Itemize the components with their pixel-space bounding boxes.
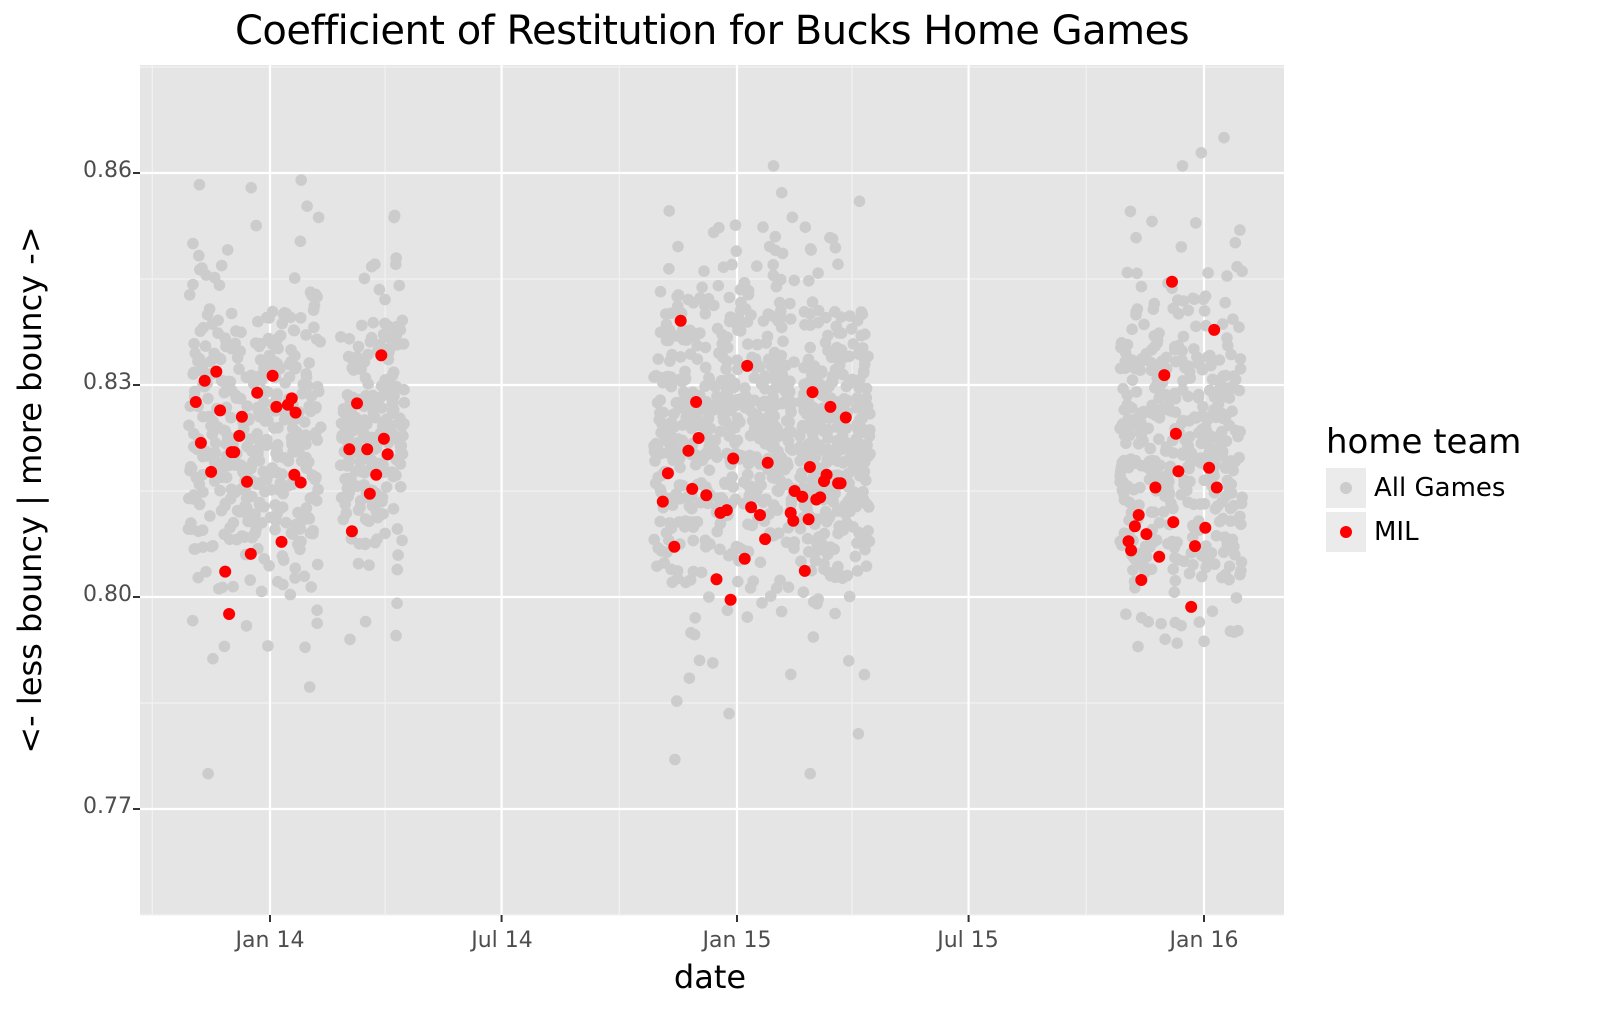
legend-key	[1326, 468, 1366, 508]
x-tick-label: Jan 16	[1169, 928, 1239, 953]
chart-title: Coefficient of Restitution for Bucks Hom…	[234, 8, 1190, 54]
y-tick-label: 0.83	[83, 370, 132, 395]
y-tick-label: 0.80	[83, 582, 132, 607]
mil-points	[189, 275, 1223, 620]
x-tick-label: Jul 14	[471, 928, 533, 953]
red-dot-icon	[1340, 526, 1352, 538]
y-tick-label: 0.77	[83, 794, 132, 819]
axis-ticks	[133, 172, 1205, 922]
grey-dot-icon	[1340, 482, 1352, 494]
x-tick-label: Jul 15	[937, 928, 999, 953]
legend-item-all-games: All Games	[1326, 466, 1521, 510]
legend-key	[1326, 512, 1366, 552]
y-tick-label: 0.86	[83, 158, 132, 183]
x-axis-label: date	[673, 958, 747, 996]
x-tick-label: Jan 14	[235, 928, 305, 953]
all-games-points	[182, 131, 1248, 780]
legend-label: MIL	[1374, 517, 1419, 547]
legend-title: home team	[1326, 422, 1522, 462]
legend-item-mil: MIL	[1326, 510, 1521, 554]
legend: home team All Games MIL	[1326, 422, 1521, 554]
y-axis-label: <- less bouncy | more bouncy ->	[11, 226, 49, 754]
x-tick-label: Jan 15	[702, 928, 772, 953]
legend-label: All Games	[1374, 473, 1506, 503]
